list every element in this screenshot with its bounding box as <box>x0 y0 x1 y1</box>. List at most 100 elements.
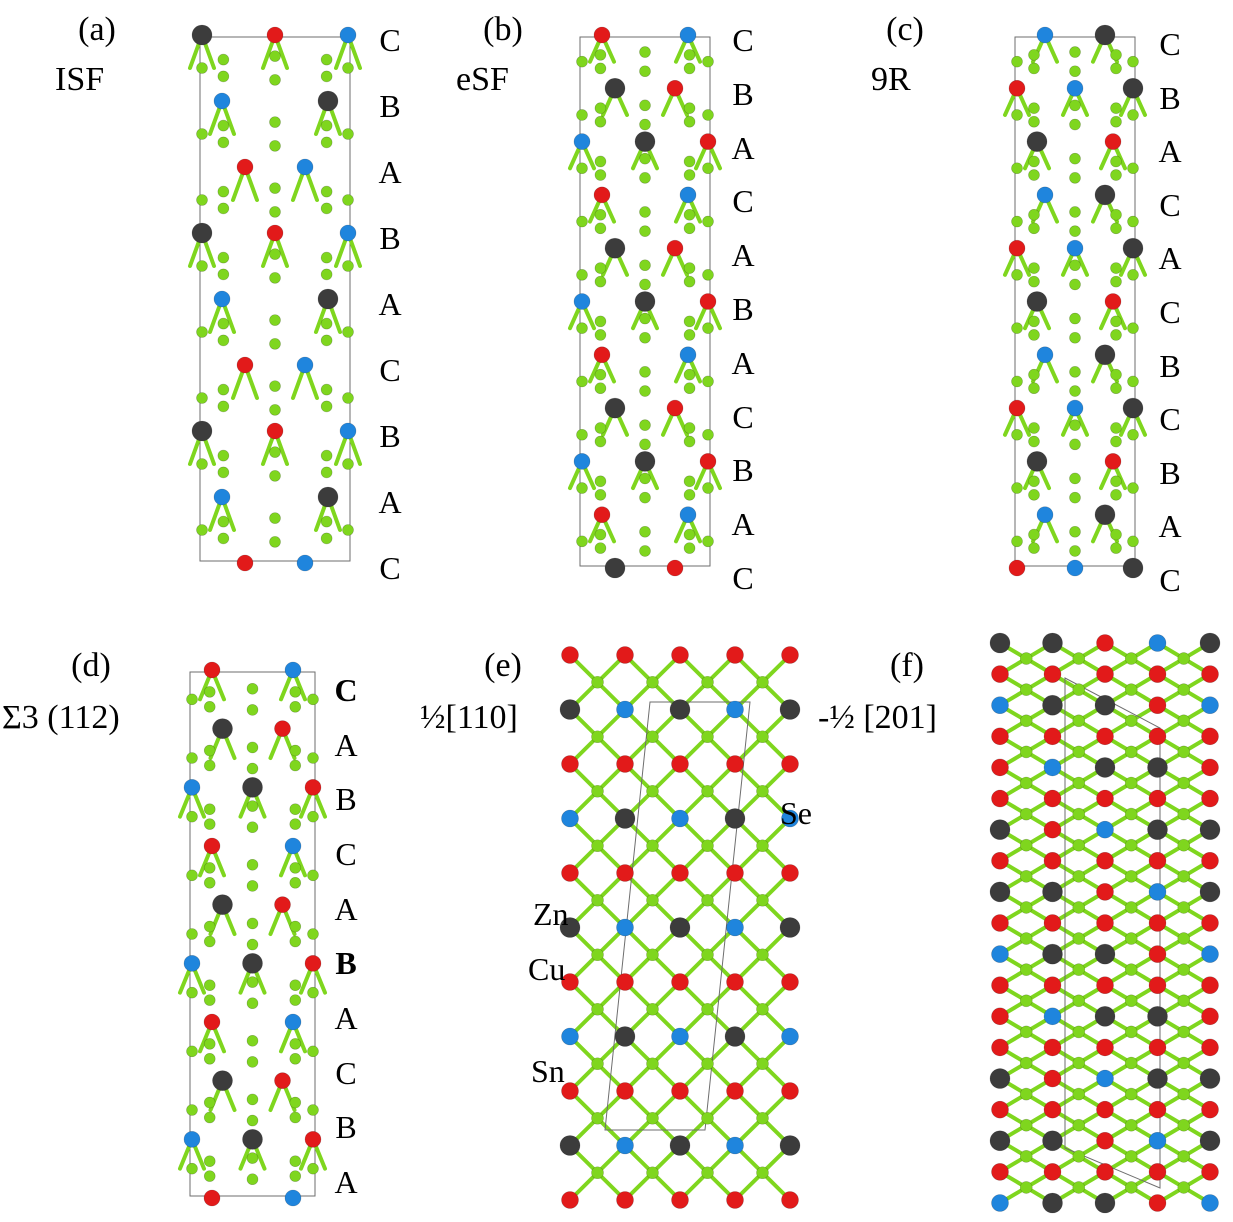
se-atom <box>1019 994 1033 1008</box>
se-atom <box>307 1104 319 1116</box>
sn-atom <box>779 699 801 720</box>
se-atom <box>1177 1025 1191 1039</box>
zn-atom <box>296 554 314 572</box>
se-atom <box>307 986 319 999</box>
sn-atom <box>317 90 339 112</box>
zn-atom <box>726 700 744 719</box>
panel-b-subtitle: eSF <box>456 61 509 98</box>
cu-atom <box>1201 976 1219 995</box>
zn-atom <box>1066 399 1084 417</box>
se-atom <box>217 202 230 215</box>
cu-atom <box>1148 976 1167 995</box>
se-atom <box>1177 1056 1191 1070</box>
se-atom <box>1177 963 1191 976</box>
se-atom <box>217 334 230 347</box>
se-atom <box>203 994 216 1006</box>
se-atom <box>1028 208 1040 221</box>
se-atom <box>307 810 319 823</box>
zn-atom <box>1096 1069 1114 1088</box>
panel-e-subtitle: ½[110] <box>420 699 518 736</box>
se-atom <box>1072 901 1086 914</box>
stacking-layer-label: C <box>1159 294 1181 330</box>
cu-atom <box>274 720 291 737</box>
se-atom <box>701 893 714 907</box>
zn-atom <box>284 837 302 855</box>
sn-atom <box>1026 291 1048 312</box>
se-atom <box>639 331 651 344</box>
cu-atom <box>991 1163 1009 1181</box>
se-atom <box>1124 745 1138 759</box>
zn-atom <box>991 696 1009 715</box>
panel-a-structure <box>188 24 362 572</box>
se-atom <box>307 869 319 882</box>
zn-atom <box>573 293 591 310</box>
se-atom <box>1069 46 1081 58</box>
se-atom <box>289 1170 302 1182</box>
cu-atom <box>1201 727 1219 746</box>
se-atom <box>1069 472 1081 485</box>
se-atom <box>1072 652 1086 665</box>
se-atom <box>196 326 208 338</box>
se-atom <box>307 1045 319 1058</box>
se-atom <box>756 893 769 907</box>
se-atom <box>683 222 696 235</box>
stacking-layer-label: A <box>731 237 755 274</box>
cu-atom <box>1201 1007 1219 1026</box>
unit-cell-outline <box>189 671 316 1197</box>
se-atom <box>683 315 696 328</box>
cu-atom <box>1148 851 1167 870</box>
zn-atom <box>671 809 689 828</box>
se-atom <box>269 404 281 416</box>
se-atom <box>1011 109 1023 121</box>
se-atom <box>1124 1150 1138 1163</box>
se-atom <box>203 877 216 889</box>
sn-atom <box>191 420 213 442</box>
se-atom <box>1177 714 1191 728</box>
cu-atom <box>666 559 684 577</box>
se-atom <box>1028 222 1040 235</box>
se-atom <box>1019 745 1033 759</box>
stacking-layer-label: C <box>379 352 401 388</box>
cu-atom <box>236 554 254 572</box>
se-atom <box>591 1002 604 1016</box>
se-atom <box>246 800 259 812</box>
se-atom <box>342 62 354 74</box>
cu-atom <box>1043 1038 1062 1057</box>
se-atom <box>1177 994 1191 1008</box>
se-atom <box>246 976 259 988</box>
se-atom <box>246 997 259 1010</box>
se-atom <box>576 428 588 441</box>
se-atom <box>1019 683 1033 696</box>
cu-atom <box>1043 1163 1062 1181</box>
se-atom <box>289 803 302 815</box>
stacking-layer-label: C <box>732 398 754 435</box>
se-atom <box>1127 109 1139 121</box>
cu-atom <box>1148 665 1167 683</box>
panel-e-structure <box>559 646 801 1209</box>
se-atom <box>1124 1181 1138 1194</box>
cu-atom <box>1096 1131 1114 1150</box>
sn-atom <box>1122 237 1144 259</box>
cu-atom <box>1043 976 1062 995</box>
se-atom <box>701 784 714 798</box>
se-atom <box>1028 382 1040 395</box>
se-atom <box>1177 652 1191 665</box>
se-atom <box>203 686 216 698</box>
se-atom <box>1072 870 1086 883</box>
cu-atom <box>561 864 579 882</box>
se-atom <box>217 383 230 396</box>
zn-atom <box>1036 26 1054 44</box>
cu-atom <box>1104 293 1122 310</box>
se-atom <box>203 935 216 948</box>
se-atom <box>289 935 302 948</box>
se-atom <box>701 1002 714 1016</box>
panel-a-tag: (a) <box>78 11 116 48</box>
se-atom <box>1028 102 1040 114</box>
panel-c-structure <box>1003 24 1147 579</box>
stacking-layer-label: A <box>378 286 402 322</box>
se-atom <box>576 55 588 68</box>
se-atom <box>683 155 696 168</box>
zn-atom <box>781 809 799 828</box>
se-atom <box>186 986 198 999</box>
cu-atom <box>616 1082 634 1100</box>
